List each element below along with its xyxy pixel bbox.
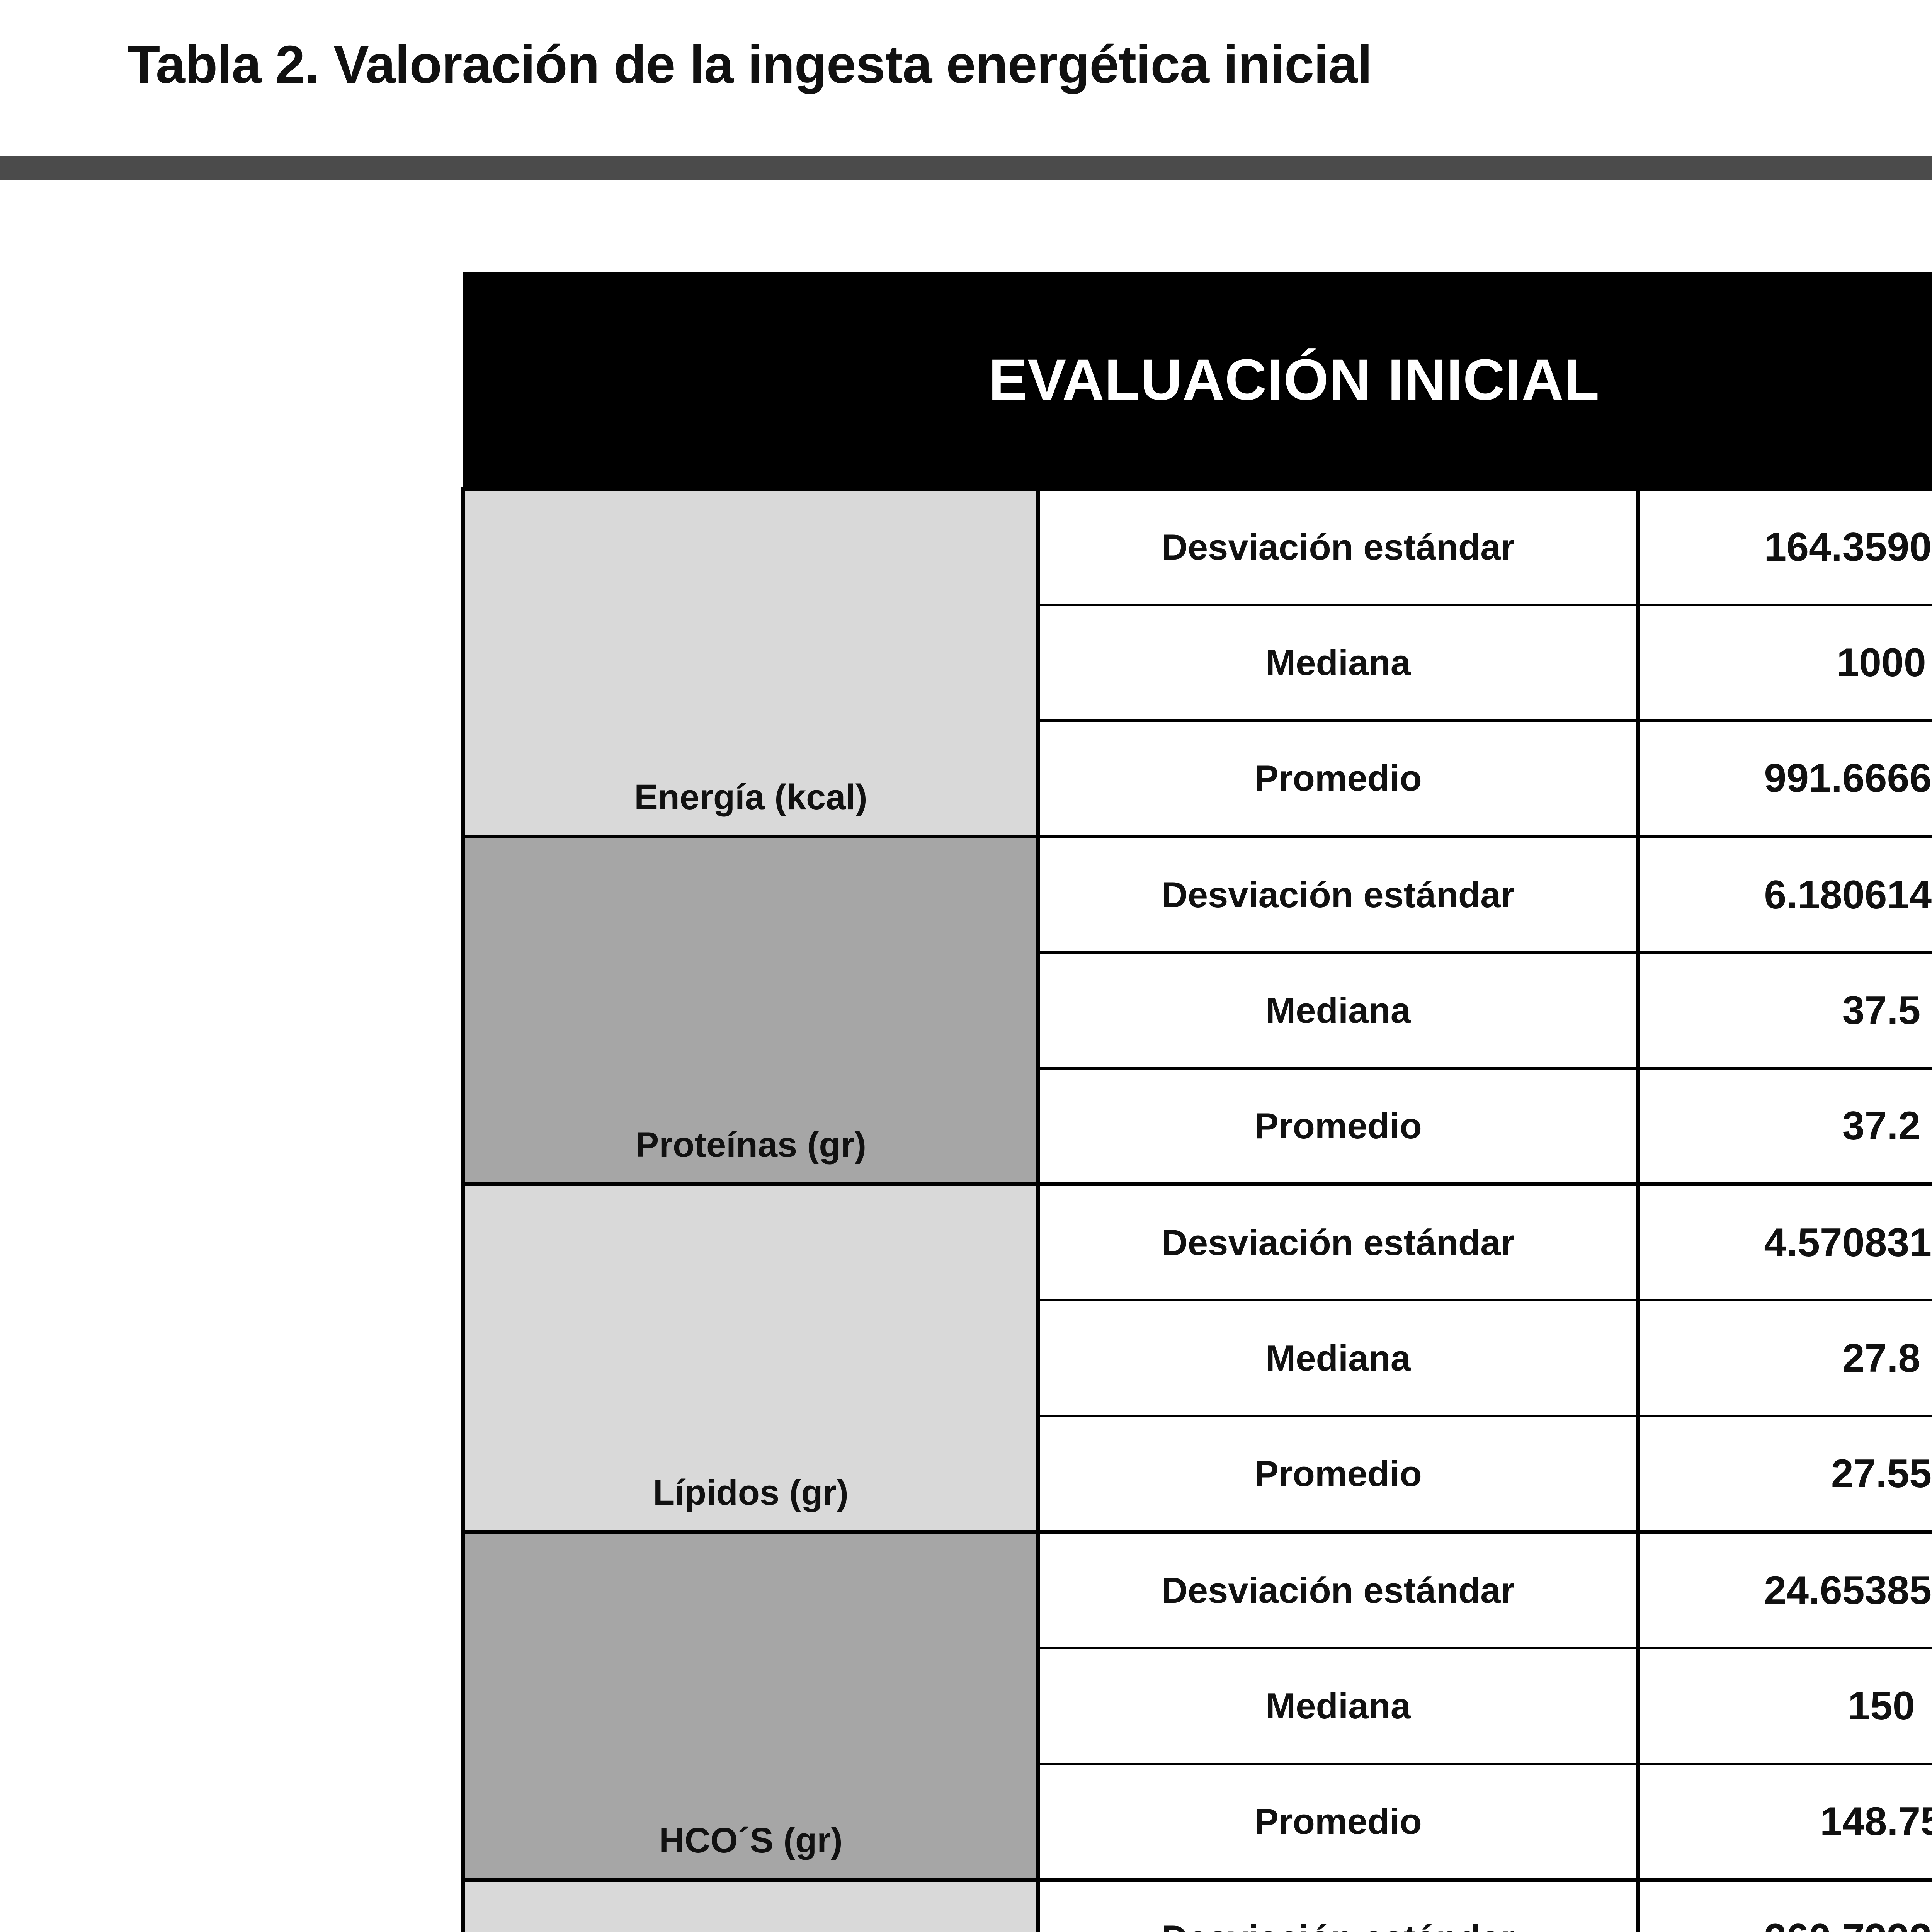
group-label-cell: Lípidos (gr)	[461, 1182, 1040, 1534]
stat-label-cell: Promedio	[1036, 719, 1640, 838]
stat-label-cell: Mediana	[1036, 951, 1640, 1070]
table-row: Promedio 148.75	[463, 1763, 1932, 1882]
group-label-cell: Líquidos (ml)	[461, 1878, 1040, 1932]
table-row: Líquidos (ml) Desviación estándar 260.79…	[461, 1878, 1932, 1932]
stat-label-cell: Promedio	[1036, 1067, 1640, 1186]
table-row: Mediana 150	[463, 1647, 1932, 1765]
table-row: Promedio 991.6666667	[463, 719, 1932, 838]
table-caption: Tabla 2. Valoración de la ingesta energé…	[128, 35, 1372, 94]
stat-value-cell: 24.65385365	[1636, 1530, 1932, 1649]
table-row: Lípidos (gr) Desviación estándar 4.57083…	[461, 1182, 1932, 1534]
stat-label-cell: Desviación estándar	[1036, 1182, 1640, 1301]
stat-value-cell: 27.55	[1636, 1415, 1932, 1534]
table-row: Promedio 37.2	[463, 1067, 1932, 1186]
group-label-cell: Energía (kcal)	[461, 487, 1040, 838]
top-divider-rule	[0, 156, 1932, 180]
stat-value-cell: 37.2	[1636, 1067, 1932, 1186]
table-row: Energía (kcal) Desviación estándar 164.3…	[461, 487, 1932, 838]
stat-label-cell: Desviación estándar	[1036, 1878, 1640, 1932]
stat-value-cell: 1000	[1636, 604, 1932, 722]
stat-label-cell: Desviación estándar	[1036, 835, 1640, 954]
table-row: Mediana 27.8	[463, 1299, 1932, 1417]
stat-value-cell: 991.6666667	[1636, 719, 1932, 838]
table-row: Mediana 1000	[463, 604, 1932, 722]
table-row: Promedio 27.55	[463, 1415, 1932, 1534]
stat-value-cell: 37.5	[1636, 951, 1932, 1070]
stat-label-cell: Desviación estándar	[1036, 1530, 1640, 1649]
stat-label-cell: Mediana	[1036, 1647, 1640, 1765]
stat-label-cell: Promedio	[1036, 1763, 1640, 1882]
stat-value-cell: 164.3590244	[1636, 487, 1932, 606]
table-row: Proteínas (gr) Desviación estándar 6.180…	[461, 835, 1932, 1186]
group-label-cell: HCO´S (gr)	[461, 1530, 1040, 1882]
stat-label-cell: Promedio	[1036, 1415, 1640, 1534]
group-label-cell: Proteínas (gr)	[461, 835, 1040, 1186]
stat-label-cell: Mediana	[1036, 604, 1640, 722]
table-body: Energía (kcal) Desviación estándar 164.3…	[461, 487, 1932, 1932]
stat-value-cell: 6.180614856	[1636, 835, 1932, 954]
stat-value-cell: 4.570831434	[1636, 1182, 1932, 1301]
table-header-row: EVALUACIÓN INICIAL	[463, 272, 1932, 489]
stat-value-cell: 27.8	[1636, 1299, 1932, 1417]
stats-table-container: EVALUACIÓN INICIAL Energía (kcal) Desvia…	[461, 272, 1932, 1932]
stat-value-cell: 260.7992523	[1636, 1878, 1932, 1932]
stat-value-cell: 148.75	[1636, 1763, 1932, 1882]
stat-label-cell: Desviación estándar	[1036, 487, 1640, 606]
evaluacion-inicial-table: EVALUACIÓN INICIAL Energía (kcal) Desvia…	[461, 272, 1932, 1932]
stat-value-cell: 150	[1636, 1647, 1932, 1765]
table-row: Mediana 37.5	[463, 951, 1932, 1070]
table-row: HCO´S (gr) Desviación estándar 24.653853…	[461, 1530, 1932, 1882]
stat-label-cell: Mediana	[1036, 1299, 1640, 1417]
table-header-title: EVALUACIÓN INICIAL	[463, 272, 1932, 489]
